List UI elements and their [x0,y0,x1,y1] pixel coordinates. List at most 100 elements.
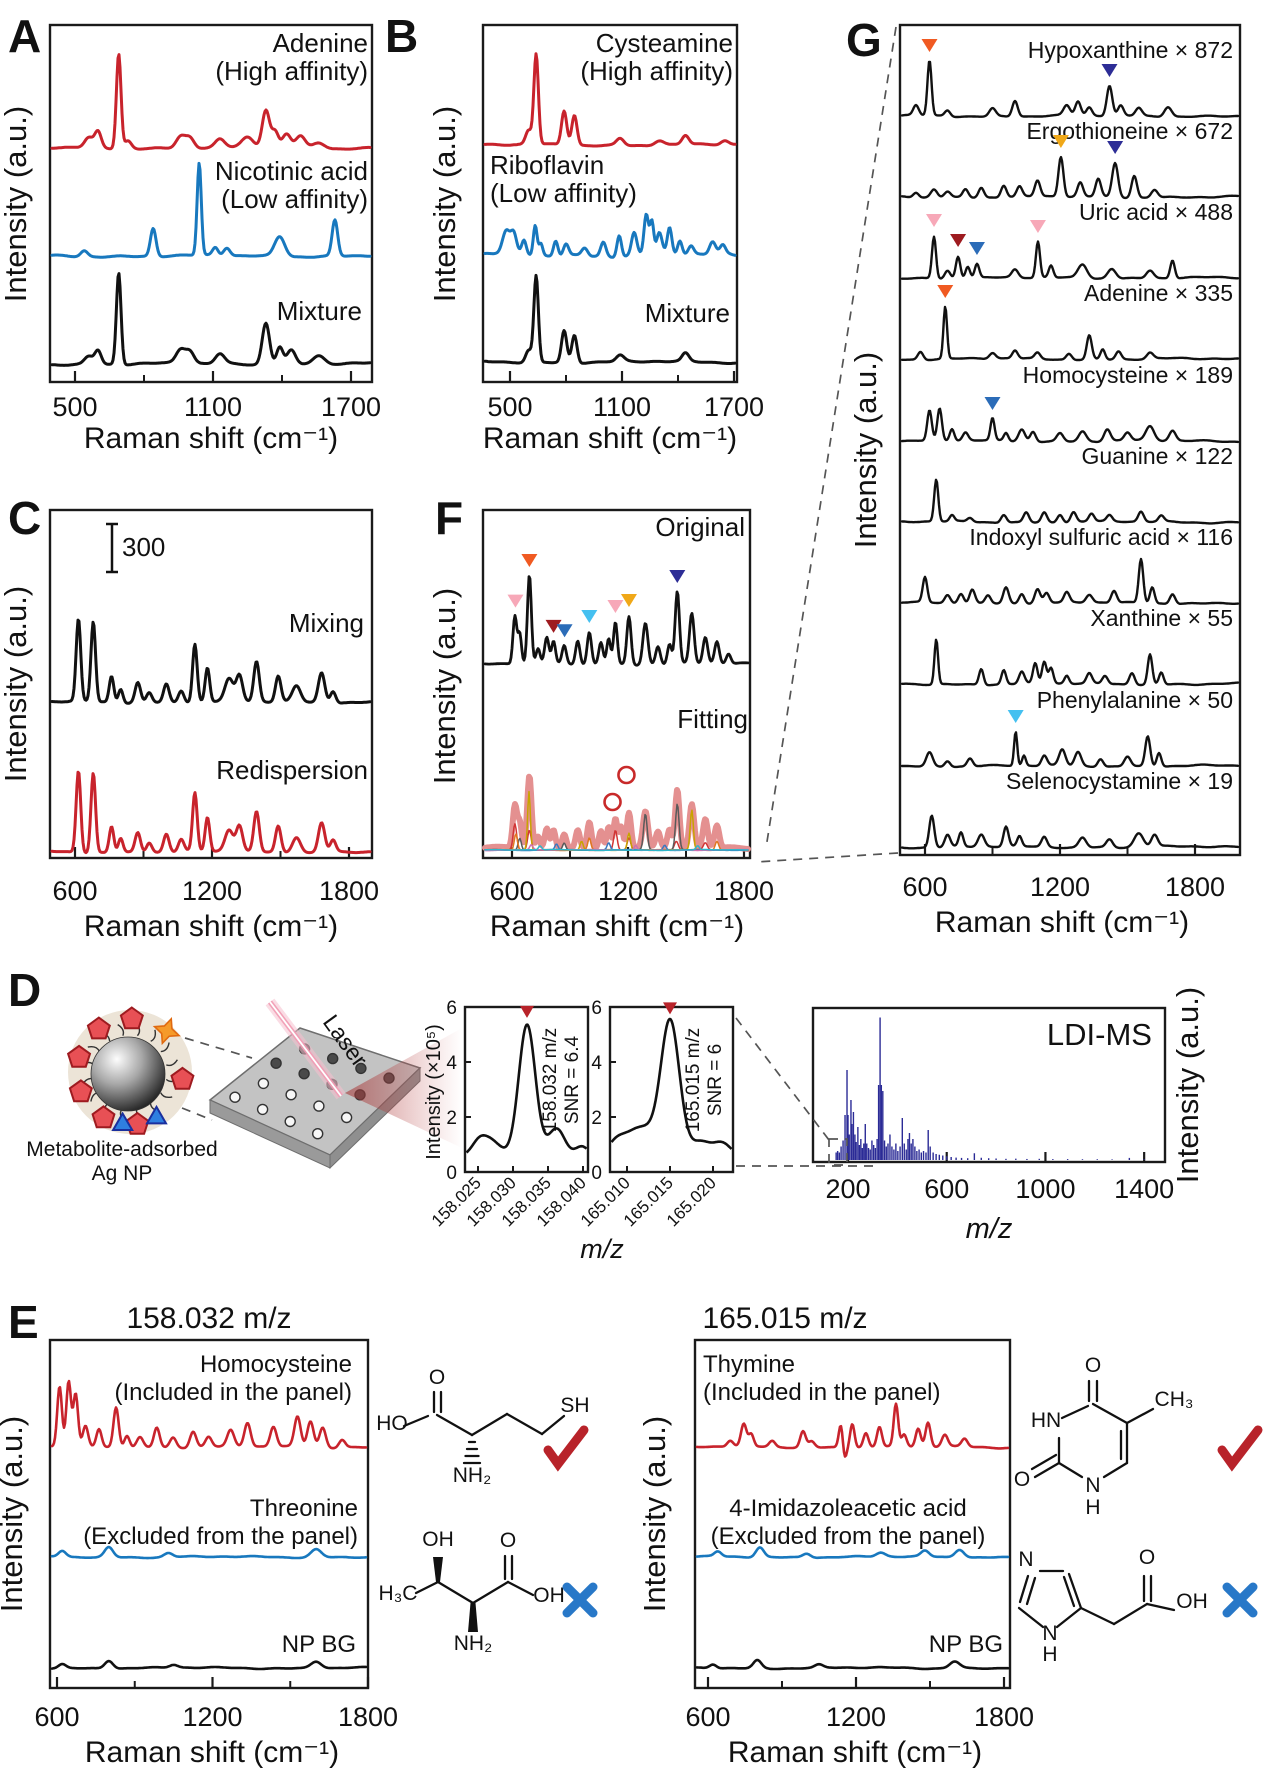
trace-label-guanine: Guanine × 122 [1081,443,1233,469]
spectrum-redispersion [50,770,372,855]
plate-spot [270,1057,282,1069]
plate-spot [257,1077,270,1090]
x-tick-label: 500 [52,392,97,422]
bond [1033,1461,1061,1479]
trace-label-np-bg: NP BG [929,1631,1003,1658]
spectrum-thymine [695,1402,1010,1458]
plot-frame [48,23,374,384]
x-axis-label: Raman shift (cm⁻¹) [935,906,1189,939]
panel-letter-a: A [8,10,41,62]
panel-letter-e: E [8,1296,39,1348]
peak-marker-arrow-icon [1052,135,1069,148]
trace-sublabel-threonine: (Excluded from the panel) [83,1523,358,1550]
spectrum-homocysteine [900,407,1240,444]
x-tick-label: 1800 [338,1702,398,1732]
np-caption-line2: Ag NP [92,1162,153,1185]
plot-frame [898,23,1242,857]
panel-g: G Intensity (a.u.) Raman shift (cm⁻¹) 60… [846,14,1242,939]
atom-label: SH [560,1394,589,1417]
ligand-squiggle [87,1045,100,1052]
panel-letter-f: F [435,492,463,544]
atom-label: HN [1031,1409,1061,1432]
panel-letter-b: B [385,10,418,62]
y-tick-label: 2 [591,1108,602,1129]
y-axis-label: Intensity (a.u.) [0,1416,29,1612]
panel-title-165: 165.015 m/z [702,1302,867,1335]
x-tick-label: 1000 [1015,1174,1075,1204]
fit-highlight-circle [617,765,636,785]
y-axis-label: Intensity (a.u.) [0,586,33,782]
peak-marker-arrow-icon [921,38,938,52]
trace-sublabel-nicotinic-acid: (Low affinity) [221,184,368,214]
peak-marker-arrow-icon [1007,709,1024,723]
trace-label-np-bg: NP BG [282,1631,356,1658]
x-tick-label: 600 [924,1174,969,1204]
trace-sublabel-riboflavin: (Low affinity) [490,178,637,208]
snr-annotation-165: SNR = 6 [705,1044,726,1116]
atom-label: O [1139,1546,1155,1569]
y-axis-label: Intensity (a.u.) [0,106,33,302]
plate-spot [285,1088,297,1101]
x-axis-label: Raman shift (cm⁻¹) [84,910,338,943]
spectrum-np-bg [695,1658,1010,1671]
snr-annotation-158: SNR = 6.4 [562,1035,583,1124]
x-axis-label: Raman shift (cm⁻¹) [483,422,737,455]
spectrum-np-bg [50,1659,368,1671]
x-tick-label: 1200 [1030,872,1090,902]
panel-d: D Metabolite-adsorbed Ag NP Laser 642015… [8,964,1205,1264]
intensity-scale-bar: 300 [106,522,165,574]
atom-label: H [1042,1643,1057,1666]
bond [540,1414,566,1436]
spectrum-nicotinic-acid [50,161,372,259]
trace-label-cysteamine: Cysteamine [596,28,733,58]
spectrum-threonine [50,1545,368,1560]
spectrum-xanthine [900,638,1240,687]
plate-spot [298,1067,310,1080]
peak-marker-arrow-icon [1029,220,1046,233]
bond [1145,1602,1176,1612]
threonine-structure: H₃C OH O OH NH₂ [379,1528,598,1655]
ldi-ms-label: LDI-MS [1047,1017,1152,1052]
bond [470,1412,509,1437]
x-tick-label: 500 [487,392,532,422]
trace-label-mixture: Mixture [277,296,362,326]
x-tick-label: 1700 [704,392,764,422]
plate-spot [340,1111,353,1124]
ldi-y-axis-label: Intensity (a.u.) [1170,987,1205,1183]
atom-label: OH [533,1584,565,1607]
y-axis-label: Intensity (a.u.) [427,588,462,784]
trace-label-riboflavin: Riboflavin [490,150,604,180]
y-axis-label: Intensity (a.u.) [427,106,462,302]
x-axis-label: Raman shift (cm⁻¹) [84,422,338,455]
fit-component [484,845,749,852]
panel-a: A Intensity (a.u.) Raman shift (cm⁻¹) 50… [0,10,381,455]
atom-label: N [1085,1474,1100,1497]
x-tick-label: 1200 [598,876,658,906]
peak-marker-arrow-icon [521,553,538,567]
trace-label-threonine: Threonine [250,1495,358,1522]
spectrum-indoxyl-sulfuric-acid [900,557,1240,605]
plate-spot [256,1103,269,1116]
spectrum-adenine [900,305,1240,362]
zoom-connectors [181,26,899,1167]
bond [1062,1575,1076,1608]
peak-marker-arrow-icon [1107,141,1124,154]
metabolite-star-icon [152,1017,181,1046]
check-icon [543,1425,589,1472]
trace-label-nicotinic-acid: Nicotinic acid [215,156,368,186]
bond [471,1580,510,1605]
bond [414,1580,440,1595]
x-tick-label: 600 [902,872,947,902]
atom-label: O [1085,1354,1101,1377]
bond [505,1412,544,1436]
metabolite-pentagon-icon [91,1105,116,1129]
peak-marker-arrow-icon [926,213,942,227]
atom-label: N [1018,1548,1033,1571]
peak-marker-arrow-icon [556,624,573,638]
peak-annotation-158: 158.032 m/z [540,1028,561,1133]
bond [506,1580,535,1597]
spectrum-riboflavin [483,212,737,259]
spectrum-hypoxanthine [900,60,1240,119]
ms-peak-marker-icon [520,1005,534,1018]
